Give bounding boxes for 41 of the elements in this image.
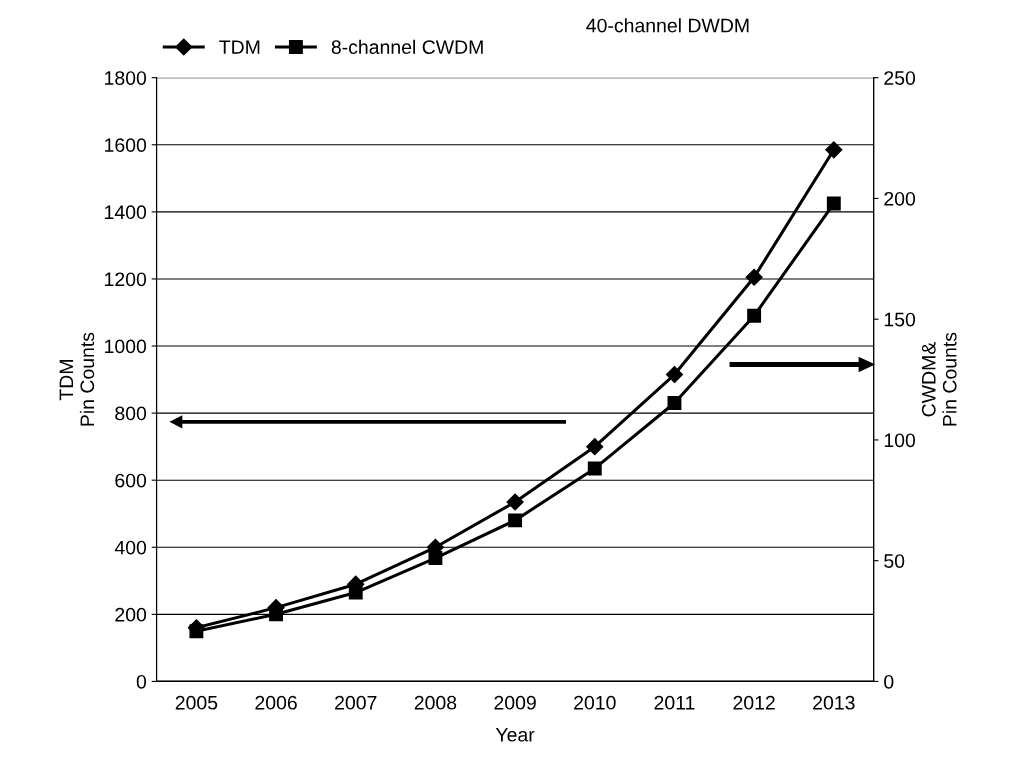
y-tick-label: 1200 xyxy=(105,272,147,287)
point xyxy=(586,438,604,456)
x-tick-label: 2008 xyxy=(414,695,457,710)
y-tick-label: 0 xyxy=(136,674,147,689)
legend-label: TDM xyxy=(219,40,260,54)
y-tick-label: 1600 xyxy=(105,138,147,153)
point xyxy=(506,493,524,511)
x-tick-label: 2005 xyxy=(175,695,218,710)
y-tick-label: 1000 xyxy=(105,339,147,354)
x-tick-label: 2010 xyxy=(574,695,616,710)
y-tick-label: 1400 xyxy=(105,205,147,220)
x-tick-label: 2007 xyxy=(335,695,377,710)
x-tick-label: 2011 xyxy=(654,695,695,710)
y2-tick-label: 100 xyxy=(884,433,916,448)
y-tick-label: 1800 xyxy=(105,71,147,85)
x-axis-title: Year xyxy=(495,728,535,742)
x-tick-label: 2013 xyxy=(813,695,855,710)
y-axis-title: TDM Pin Counts xyxy=(59,332,95,426)
point xyxy=(508,513,523,528)
x-tick-label: 2012 xyxy=(733,695,775,710)
point xyxy=(747,308,762,323)
point xyxy=(825,141,843,159)
y-tick-label: 800 xyxy=(115,406,147,421)
y2-tick-label: 150 xyxy=(884,312,916,327)
y-tick-label: 200 xyxy=(115,607,147,622)
y2-tick-label: 200 xyxy=(884,191,916,206)
legend-label: 8-channel CWDM xyxy=(331,39,483,54)
x-tick-label: 2009 xyxy=(494,695,536,710)
point xyxy=(826,196,841,211)
y-tick-label: 600 xyxy=(115,473,147,488)
point xyxy=(745,268,763,286)
x-tick-label: 2006 xyxy=(255,695,297,710)
y-tick-label: 400 xyxy=(114,540,147,555)
point xyxy=(587,461,602,476)
y2-tick-label: 250 xyxy=(884,71,916,85)
point xyxy=(665,365,684,384)
point xyxy=(667,396,682,410)
y2-axis-title: CWDM& Pin Counts xyxy=(921,332,957,426)
y2-tick-label: 0 xyxy=(884,674,894,689)
y2-tick-label: 50 xyxy=(884,554,905,568)
text: 40-channel DWDM xyxy=(586,18,749,33)
